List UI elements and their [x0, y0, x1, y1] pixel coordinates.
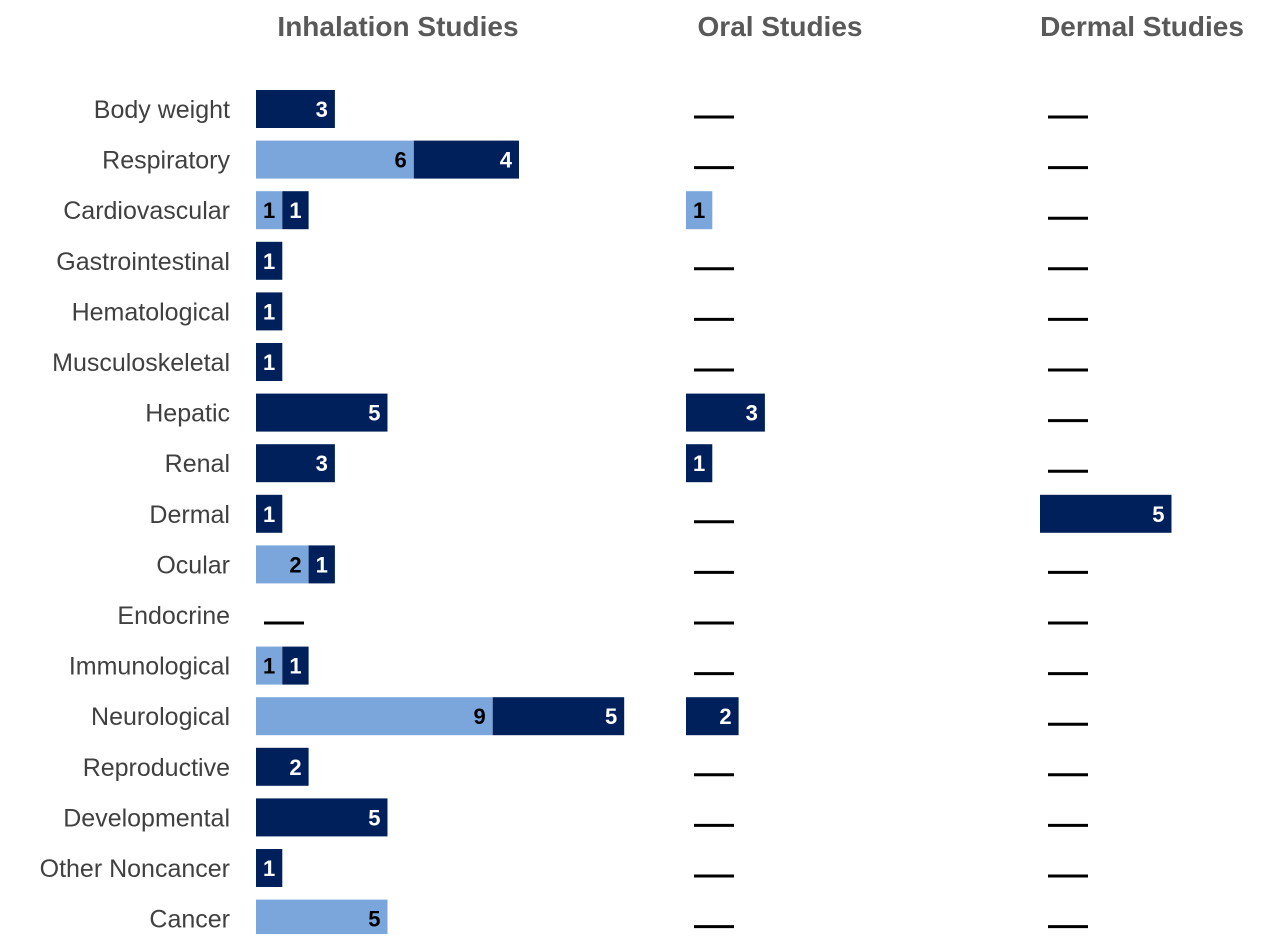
bar-label-inhalation-studies-developmental-dark: 5	[368, 805, 380, 830]
bar-label-oral-studies-renal-dark: 1	[693, 451, 705, 476]
bar-label-inhalation-studies-neurological-dark: 5	[605, 704, 617, 729]
bar-oral-studies-hepatic-dark	[686, 393, 765, 432]
bar-label-inhalation-studies-body-weight-dark: 3	[316, 97, 328, 122]
bar-inhalation-studies-hepatic-dark	[256, 393, 388, 432]
bar-oral-studies-renal-dark	[686, 444, 713, 483]
category-label-immunological: Immunological	[69, 653, 230, 681]
panel-title-dermal-studies: Dermal Studies	[1040, 11, 1244, 42]
bar-label-inhalation-studies-musculoskeletal-dark: 1	[263, 350, 275, 375]
bar-label-inhalation-studies-renal-dark: 3	[316, 451, 328, 476]
bar-inhalation-studies-neurological-dark	[492, 697, 625, 736]
bar-label-inhalation-studies-ocular-dark: 1	[316, 552, 328, 577]
bar-label-inhalation-studies-reproductive-dark: 2	[289, 755, 301, 780]
category-label-developmental: Developmental	[63, 804, 230, 832]
bar-inhalation-studies-immunological-dark	[282, 646, 309, 685]
bar-inhalation-studies-immunological-light	[256, 646, 283, 685]
bar-inhalation-studies-neurological-light	[256, 697, 493, 736]
category-label-neurological: Neurological	[91, 703, 230, 731]
bar-label-inhalation-studies-other-noncancer-dark: 1	[263, 856, 275, 881]
bar-inhalation-studies-reproductive-dark	[256, 747, 309, 786]
bar-inhalation-studies-cardiovascular-light	[256, 191, 283, 230]
bar-label-inhalation-studies-cardiovascular-dark: 1	[289, 198, 301, 223]
bar-label-inhalation-studies-respiratory-light: 6	[395, 148, 407, 173]
category-label-respiratory: Respiratory	[102, 147, 230, 175]
bar-inhalation-studies-ocular-light	[256, 545, 309, 584]
bar-label-inhalation-studies-gastrointestinal-dark: 1	[263, 249, 275, 274]
bar-label-inhalation-studies-immunological-dark: 1	[289, 654, 301, 679]
bar-label-inhalation-studies-immunological-light: 1	[263, 654, 275, 679]
bar-inhalation-studies-dermal-dark	[256, 494, 283, 533]
category-label-gastrointestinal: Gastrointestinal	[56, 248, 230, 276]
bar-label-inhalation-studies-cardiovascular-light: 1	[263, 198, 275, 223]
bar-inhalation-studies-gastrointestinal-dark	[256, 241, 283, 280]
bar-inhalation-studies-hematological-dark	[256, 292, 283, 331]
bar-label-inhalation-studies-hematological-dark: 1	[263, 299, 275, 324]
bar-inhalation-studies-other-noncancer-dark	[256, 849, 283, 887]
category-label-reproductive: Reproductive	[83, 754, 230, 782]
panel-title-inhalation-studies: Inhalation Studies	[277, 11, 518, 42]
category-label-body-weight: Body weight	[94, 96, 230, 124]
category-label-other-noncancer: Other Noncancer	[40, 855, 230, 883]
category-label-cancer: Cancer	[149, 906, 230, 934]
category-label-dermal: Dermal	[149, 501, 230, 529]
bar-inhalation-studies-cancer-light	[256, 899, 388, 938]
bar-inhalation-studies-musculoskeletal-dark	[256, 343, 283, 381]
bar-label-inhalation-studies-hepatic-dark: 5	[368, 401, 380, 426]
bar-label-inhalation-studies-cancer-light: 5	[368, 907, 380, 932]
bar-label-inhalation-studies-neurological-light: 9	[473, 704, 485, 729]
bar-label-inhalation-studies-respiratory-dark: 4	[500, 148, 513, 173]
panel-title-oral-studies: Oral Studies	[698, 11, 863, 42]
bar-inhalation-studies-developmental-dark	[256, 798, 388, 837]
bar-inhalation-studies-respiratory-dark	[413, 140, 519, 179]
bar-oral-studies-neurological-dark	[686, 697, 739, 736]
bar-oral-studies-cardiovascular-light	[686, 191, 713, 230]
bar-dermal-studies-dermal-dark	[1040, 494, 1172, 533]
category-label-hepatic: Hepatic	[145, 400, 230, 428]
bar-label-oral-studies-hepatic-dark: 3	[746, 401, 758, 426]
bar-label-oral-studies-cardiovascular-light: 1	[693, 198, 705, 223]
bar-label-dermal-studies-dermal-dark: 5	[1152, 502, 1164, 527]
category-label-endocrine: Endocrine	[117, 602, 230, 630]
bar-label-inhalation-studies-dermal-dark: 1	[263, 502, 275, 527]
category-label-cardiovascular: Cardiovascular	[63, 197, 230, 225]
bar-label-oral-studies-neurological-dark: 2	[719, 704, 731, 729]
category-label-ocular: Ocular	[156, 551, 230, 579]
category-label-hematological: Hematological	[72, 298, 230, 326]
category-label-musculoskeletal: Musculoskeletal	[52, 349, 230, 377]
bar-inhalation-studies-cardiovascular-dark	[282, 191, 309, 230]
category-label-renal: Renal	[165, 450, 230, 478]
bar-inhalation-studies-respiratory-light	[256, 140, 414, 179]
bar-inhalation-studies-renal-dark	[256, 444, 335, 483]
bar-inhalation-studies-body-weight-dark	[256, 90, 335, 128]
bar-label-inhalation-studies-ocular-light: 2	[289, 552, 301, 577]
bar-inhalation-studies-ocular-dark	[308, 545, 335, 584]
